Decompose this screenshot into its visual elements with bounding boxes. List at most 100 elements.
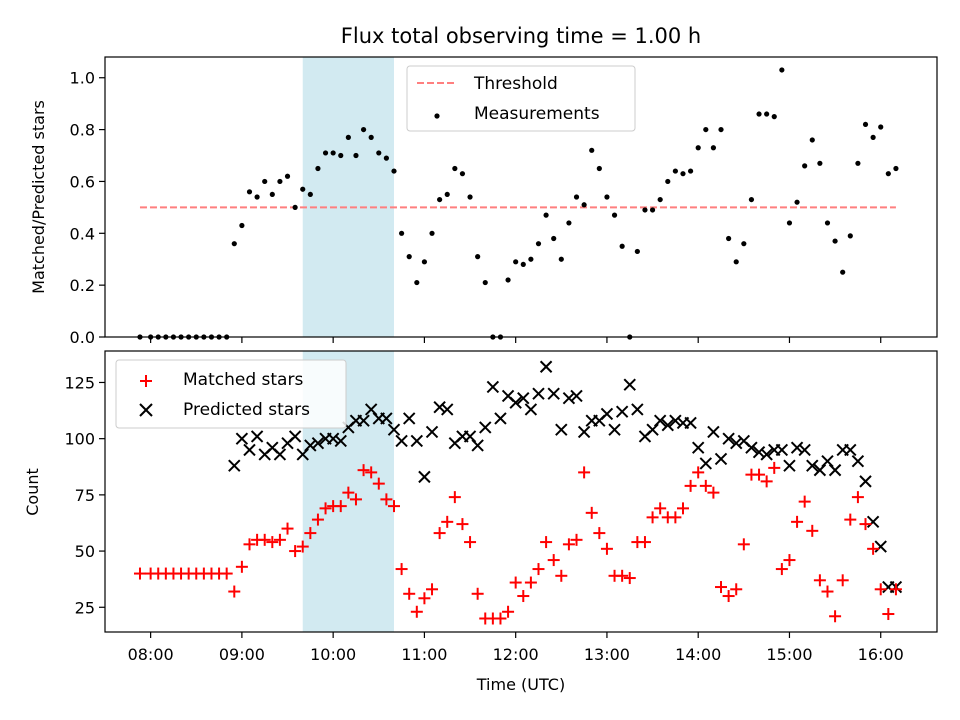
x-tick-label: 10:00 — [310, 645, 356, 664]
predicted-stars-point — [570, 389, 583, 403]
matched-stars-point — [448, 491, 461, 504]
measurement-point — [338, 152, 344, 159]
matched-stars-point — [829, 610, 842, 623]
measurement-point — [429, 230, 435, 236]
predicted-stars-point — [790, 441, 804, 454]
measurement-point — [444, 191, 450, 198]
matched-stars-point — [220, 567, 233, 580]
measurement-point — [254, 194, 260, 200]
matched-stars-point — [517, 590, 530, 603]
measurement-point — [360, 126, 367, 133]
matched-stars-point — [228, 585, 241, 598]
bottom-legend: Matched stars Predicted stars — [115, 359, 347, 429]
predicted-stars-point — [387, 423, 401, 436]
matched-stars-point — [783, 554, 796, 567]
legend-predicted-swatch — [139, 403, 153, 417]
top-y-tick-label: 0.0 — [70, 328, 95, 347]
measurement-point — [330, 150, 336, 156]
legend-measurements-label: Measurements — [474, 104, 600, 124]
measurement-point — [520, 261, 526, 268]
measurement-point — [467, 194, 473, 200]
matched-stars-point — [684, 479, 697, 492]
matched-stars-point — [319, 502, 332, 515]
measurement-point — [414, 279, 420, 286]
measurement-point — [322, 150, 329, 156]
predicted-stars-point — [380, 412, 393, 425]
matched-stars-point — [730, 583, 743, 596]
measurement-point — [315, 165, 321, 172]
x-tick-label: 15:00 — [766, 645, 812, 664]
matched-stars-point — [585, 506, 598, 519]
x-tick-label: 13:00 — [584, 645, 630, 664]
measurement-point — [870, 134, 876, 140]
chart-title: Flux total observing time = 1.00 h — [341, 24, 701, 48]
predicted-stars-point — [418, 470, 431, 484]
legend-predicted-label: Predicted stars — [183, 400, 310, 420]
matched-stars-point — [273, 533, 286, 546]
measurement-point — [277, 178, 283, 185]
predicted-stars-point — [745, 441, 758, 454]
measurement-point — [452, 165, 458, 172]
measurement-point — [231, 241, 237, 247]
measurement-point — [726, 235, 732, 242]
predicted-stars-point — [859, 475, 872, 488]
measurement-point — [543, 212, 549, 218]
bottom-y-axis-label: Count — [23, 468, 42, 516]
measurement-point — [376, 150, 382, 156]
matched-stars-point — [806, 524, 819, 537]
matched-stars-point — [349, 493, 362, 506]
matched-stars-point — [753, 468, 766, 481]
matched-stars-point — [600, 542, 613, 555]
bottom-legend-box — [115, 359, 347, 429]
measurement-point — [406, 254, 412, 260]
bottom-y-tick-label: 25 — [75, 598, 95, 617]
predicted-stars-point — [722, 432, 735, 445]
x-tick-label: 14:00 — [675, 645, 721, 664]
top-plot-frame — [104, 56, 938, 338]
measurement-point — [771, 114, 777, 120]
matched-stars-point — [874, 583, 887, 596]
x-tick-label: 08:00 — [128, 645, 174, 664]
top-y-tick-label: 0.4 — [70, 224, 95, 243]
measurement-point — [383, 155, 389, 161]
matched-stars-point — [798, 495, 811, 508]
top-y-tick-label: 0.8 — [70, 121, 95, 140]
predicted-stars-point — [653, 414, 667, 427]
matched-stars-point — [433, 527, 446, 540]
observing-window-span — [302, 57, 394, 337]
predicted-stars-point — [334, 434, 347, 448]
measurement-point — [513, 259, 519, 265]
measurement-point — [680, 171, 686, 177]
matched-stars-point — [859, 518, 872, 531]
predicted-stars-point — [828, 463, 842, 477]
measurement-point — [741, 241, 747, 247]
matched-stars-point — [775, 563, 788, 576]
matched-stars-point — [570, 533, 583, 546]
matched-stars-point — [844, 513, 857, 526]
predicted-stars-point — [760, 448, 773, 461]
predicted-stars-point — [532, 387, 545, 400]
matched-stars-point — [133, 567, 146, 580]
measurement-point — [573, 194, 580, 200]
measurement-point — [642, 207, 648, 213]
measurement-point — [292, 204, 298, 210]
predicted-stars-point — [547, 387, 560, 400]
predicted-stars-point — [304, 439, 317, 452]
measurement-point — [855, 160, 861, 166]
measurement-point — [398, 230, 405, 236]
predicted-stars-point — [517, 392, 530, 405]
matched-stars-point — [456, 518, 469, 531]
measurement-point — [672, 168, 678, 174]
matched-stars-point — [471, 587, 484, 600]
matched-stars-point — [441, 515, 454, 528]
predicted-stars-point — [714, 452, 728, 466]
measurement-point — [619, 243, 625, 249]
measurement-point — [718, 126, 724, 133]
matched-stars-point — [304, 527, 317, 540]
predicted-stars-point — [288, 430, 302, 443]
x-axis-label: Time (UTC) — [476, 675, 565, 694]
measurement-point — [566, 220, 572, 226]
predicted-stars-point — [326, 432, 340, 445]
matched-stars-point — [813, 574, 826, 587]
measurement-point — [528, 256, 534, 262]
